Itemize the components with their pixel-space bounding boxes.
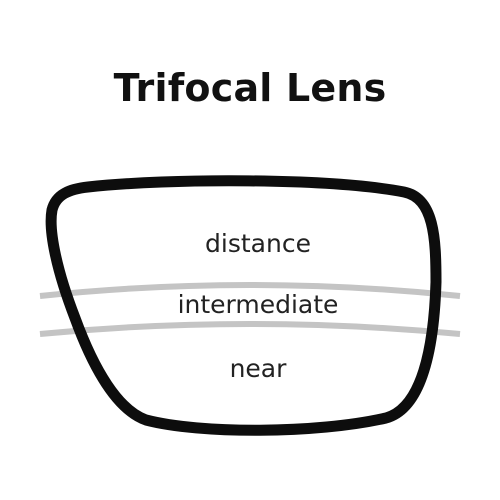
- zone-label-intermediate: intermediate: [178, 290, 339, 319]
- divider-line-upper: [39, 282, 461, 299]
- divider-line-lower: [39, 321, 461, 337]
- lens-frame: [45, 175, 442, 436]
- zone-label-near: near: [230, 354, 288, 383]
- diagram-title: Trifocal Lens: [113, 66, 387, 110]
- zone-label-distance: distance: [205, 229, 311, 258]
